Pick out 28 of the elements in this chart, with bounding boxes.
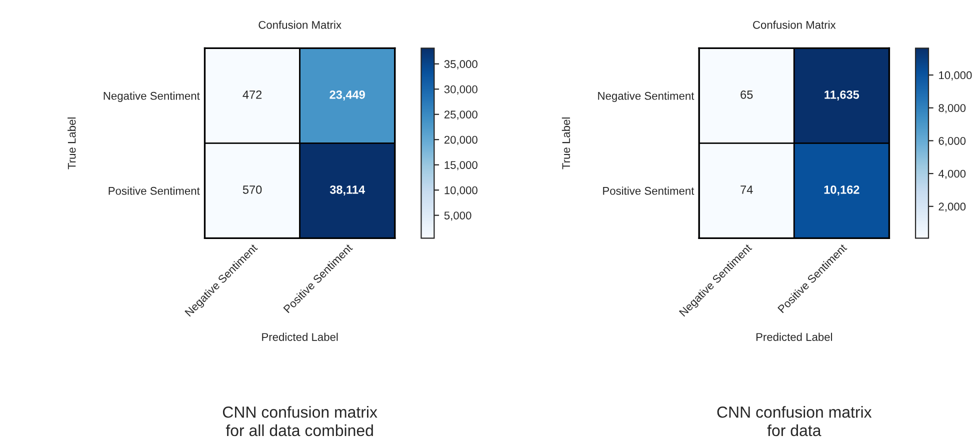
data-label: 11,635	[824, 90, 860, 101]
color-bar-label: 30,000	[444, 85, 478, 95]
color-bar-label: 4,000	[938, 170, 966, 179]
color-bar-label: 8,000	[938, 104, 966, 114]
data-label: 570	[242, 185, 262, 194]
data-label: 74	[740, 186, 753, 194]
data-label: 472	[242, 90, 262, 99]
data-label: 10,162	[824, 185, 860, 196]
x-axis-title: Predicted Label	[262, 332, 338, 341]
y-axis-title: True Label	[68, 118, 76, 170]
color-bar-label: 20,000	[444, 136, 478, 146]
text: CNN confusion matrix for all data combined	[222, 406, 378, 436]
color-bar-label: 15,000	[444, 161, 478, 170]
text: CNN confusion matrix for data	[717, 406, 872, 436]
color-bar-label: 6,000	[938, 136, 966, 146]
data-label: 65	[740, 90, 753, 99]
color-bar-label: 5,000	[444, 212, 472, 221]
chart-title: Confusion Matrix	[753, 20, 836, 29]
data-label: 23,449	[330, 90, 365, 101]
color-bar-label: 2,000	[938, 202, 966, 212]
color-bar-label: 10,000	[939, 71, 972, 80]
x-axis-title: Predicted Label	[756, 332, 832, 341]
color-bar-label: 25,000	[444, 110, 478, 120]
data-label: 38,114	[330, 185, 366, 196]
chart-title: Confusion Matrix	[258, 20, 342, 29]
color-bar-label: 35,000	[444, 60, 478, 70]
y-axis-title: True Label	[562, 118, 570, 170]
color-bar-label: 10,000	[444, 186, 478, 196]
